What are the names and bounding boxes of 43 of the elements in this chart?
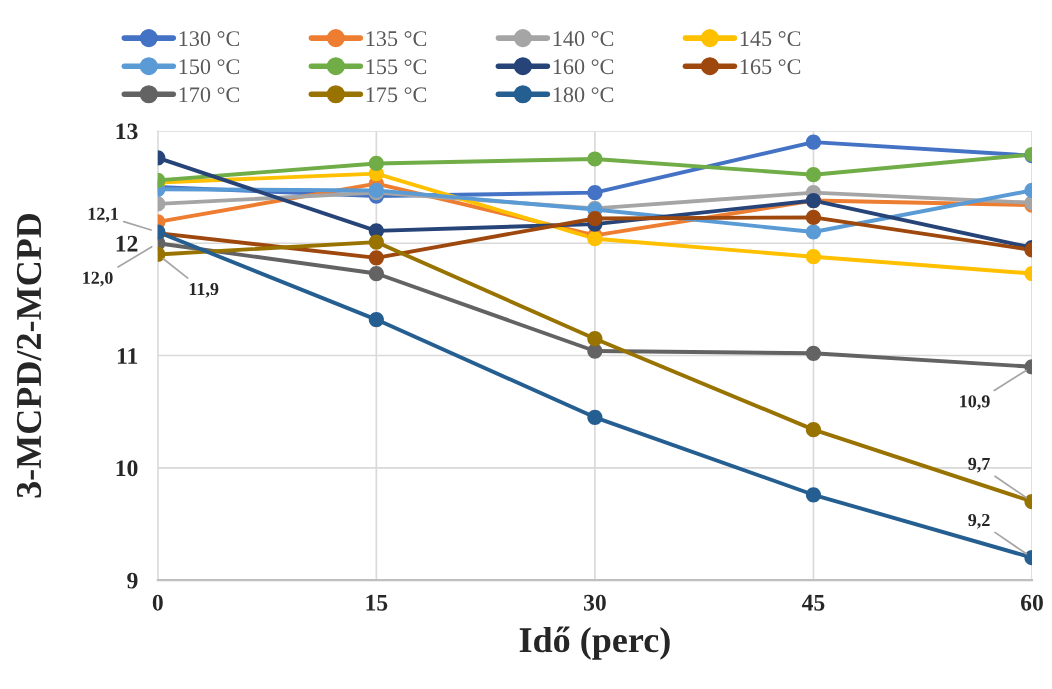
legend-label: 180 °C <box>553 87 614 103</box>
legend-label: 145 °C <box>740 31 801 47</box>
point <box>805 422 822 438</box>
data-label: 12,0 <box>83 271 113 287</box>
x-tick-label: 30 <box>583 594 606 611</box>
y-tick-label: 11 <box>117 348 138 364</box>
legend-label: 165 °C <box>740 59 801 75</box>
point <box>805 134 822 150</box>
legend-label: 175 °C <box>366 87 427 103</box>
y-tick-label: 13 <box>116 123 138 140</box>
data-label: 12,1 <box>88 207 118 223</box>
y-axis-title: 3-MCPD/2-MCPD <box>16 213 42 498</box>
data-label: 9,7 <box>968 457 990 473</box>
data-label: 10,9 <box>960 395 990 410</box>
point <box>805 167 822 183</box>
point <box>587 151 603 167</box>
x-tick-label: 0 <box>152 594 163 611</box>
point <box>587 231 603 247</box>
legend-label: 170 °C <box>179 87 240 103</box>
y-tick-label: 9 <box>127 572 138 589</box>
legend-label: 160 °C <box>553 59 614 75</box>
point <box>805 345 822 361</box>
x-axis-title: Idő (perc) <box>519 626 670 660</box>
legend-label: 150 °C <box>179 59 240 75</box>
y-tick-label: 10 <box>116 460 138 477</box>
x-tick-label: 45 <box>801 594 825 611</box>
x-tick-label: 15 <box>366 594 388 611</box>
legend-label: 135 °C <box>366 31 427 47</box>
point <box>805 249 822 265</box>
point <box>805 487 822 503</box>
point <box>805 209 822 225</box>
point <box>587 210 603 227</box>
data-label: 9,2 <box>968 513 990 529</box>
legend-label: 155 °C <box>366 59 427 75</box>
data-label: 11,9 <box>189 282 219 298</box>
x-tick-label: 60 <box>1021 594 1043 611</box>
legend-label: 130 °C <box>179 31 240 47</box>
legend-label: 140 °C <box>553 31 614 47</box>
y-tick-label: 12 <box>116 235 138 252</box>
point <box>587 409 603 425</box>
point <box>587 331 603 347</box>
point <box>805 224 822 240</box>
point <box>587 185 603 201</box>
